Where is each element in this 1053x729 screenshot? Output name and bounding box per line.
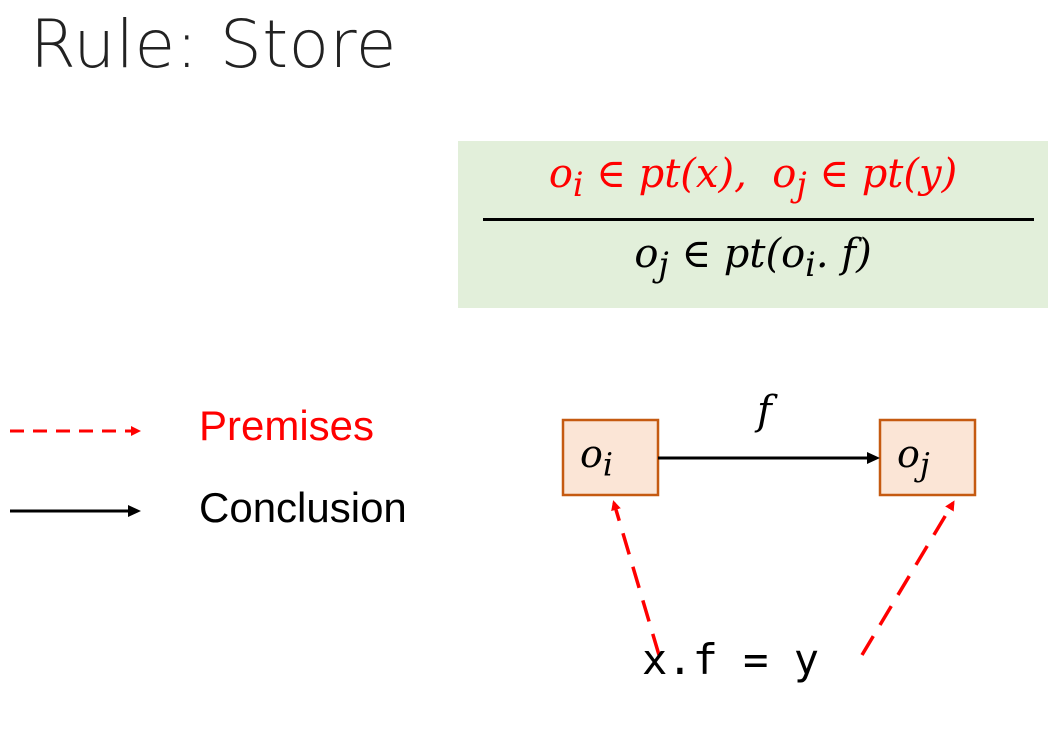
inference-rule: oi ∈ pt(x), oj ∈ pt(y) oj ∈ pt(oi. f)	[458, 141, 1048, 308]
premise-1: oi ∈ pt(x),	[548, 151, 747, 204]
legend-premises-label: Premises	[199, 402, 375, 449]
rule-conclusion: oj ∈ pt(oi. f)	[634, 231, 872, 284]
node-oj	[878, 418, 977, 497]
node-oi	[561, 418, 660, 497]
node-oi-label: oi	[580, 432, 614, 484]
legend-conclusion-label: Conclusion	[199, 484, 407, 531]
page-title: Rule: Store	[30, 6, 397, 83]
premise-arrow-y	[860, 500, 955, 656]
premise-arrow-x	[611, 500, 661, 656]
store-statement: x.f = y	[642, 635, 820, 684]
rule-divider	[483, 218, 1034, 221]
rule-premises: oi ∈ pt(x), oj ∈ pt(y)	[458, 151, 1048, 204]
field-edge-label: f	[757, 388, 772, 434]
node-oj-label: oj	[897, 432, 930, 484]
premise-2: oj ∈ pt(y)	[772, 151, 958, 204]
